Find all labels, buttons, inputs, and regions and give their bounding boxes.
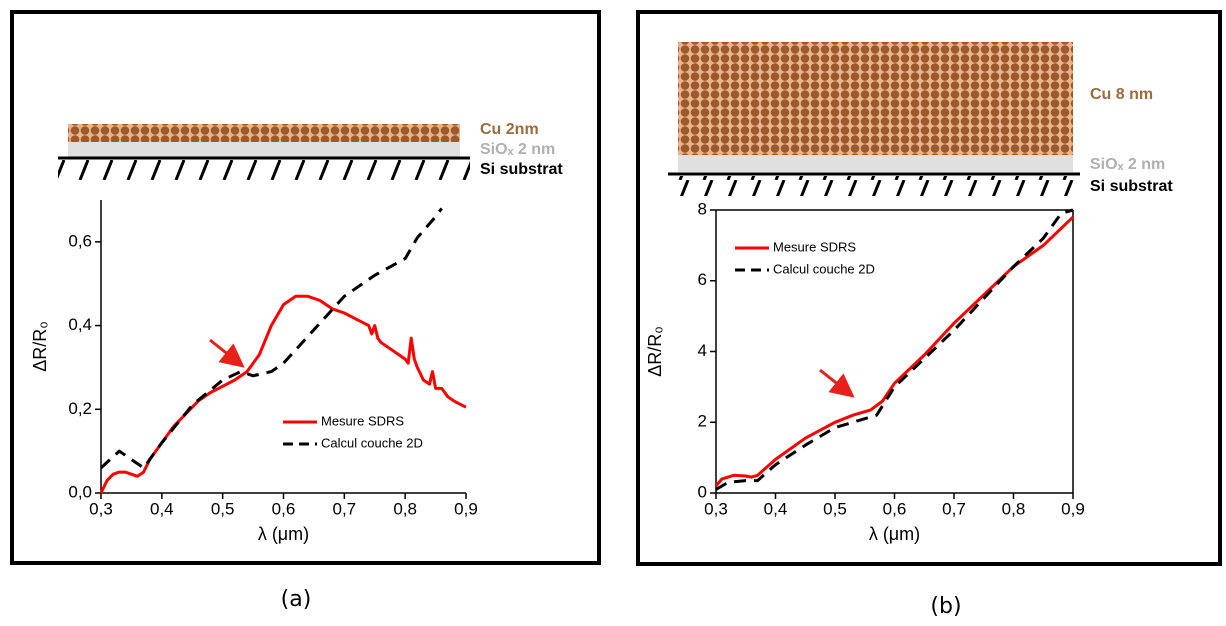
x-tick-label: 0,4 [764,499,788,518]
substrate-hatch [58,160,470,180]
x-tick-label: 0,5 [823,499,847,518]
series-line [714,216,1075,487]
layer-label: Si substrat [480,161,563,178]
cu-layer [68,124,460,142]
layer-label: SiOₓ 2 nm [1090,156,1165,173]
panel-label: (a) [281,587,312,612]
x-tick-label: 0,6 [883,499,907,518]
legend-label: Calcul couche 2D [773,261,875,276]
x-tick-label: 0,9 [454,499,478,518]
x-tick-label: 0,3 [704,499,728,518]
cu-layer [678,42,1073,155]
legend-label: Calcul couche 2D [321,435,423,450]
x-tick-label: 0,7 [942,499,966,518]
y-axis-label: ΔR/R₀ [30,321,50,372]
legend-label: Mesure SDRS [321,413,404,428]
siox-layer [68,142,460,157]
y-tick-label: 4 [698,341,707,360]
layer-label: Cu 2nm [480,121,539,138]
panel-frame [10,10,601,565]
layer-label: SiOₓ 2 nm [480,141,555,158]
siox-layer [678,155,1073,172]
x-tick-label: 0,3 [89,499,113,518]
annotation-arrow [209,338,245,368]
y-tick-label: 0,4 [68,315,92,334]
series-line [99,294,467,494]
x-axis-label: λ (μm) [258,524,309,544]
x-tick-label: 0,6 [272,499,296,518]
x-axis-label: λ (μm) [869,524,920,544]
y-tick-label: 0,0 [68,482,92,501]
series-line [715,208,1074,491]
panel-label: (b) [930,594,961,619]
x-tick-label: 0,4 [150,499,174,518]
y-tick-label: 0 [698,482,707,501]
x-tick-label: 0,5 [211,499,235,518]
y-tick-label: 8 [698,199,707,218]
y-tick-label: 0,6 [68,231,92,250]
substrate-hatch [668,176,1080,196]
series-line [99,207,443,470]
x-tick-label: 0,8 [1002,499,1026,518]
x-tick-label: 0,8 [393,499,417,518]
x-tick-label: 0,7 [333,499,357,518]
annotation-arrow [819,368,855,398]
y-tick-label: 6 [698,270,707,289]
x-tick-label: 0,9 [1061,499,1085,518]
panel-frame [636,10,1222,566]
layer-label: Cu 8 nm [1090,86,1153,103]
y-tick-label: 0,2 [68,399,92,418]
layer-label: Si substrat [1090,178,1173,195]
y-axis-label: ΔR/R₀ [645,326,665,377]
y-tick-label: 2 [698,412,707,431]
legend-label: Mesure SDRS [773,239,856,254]
